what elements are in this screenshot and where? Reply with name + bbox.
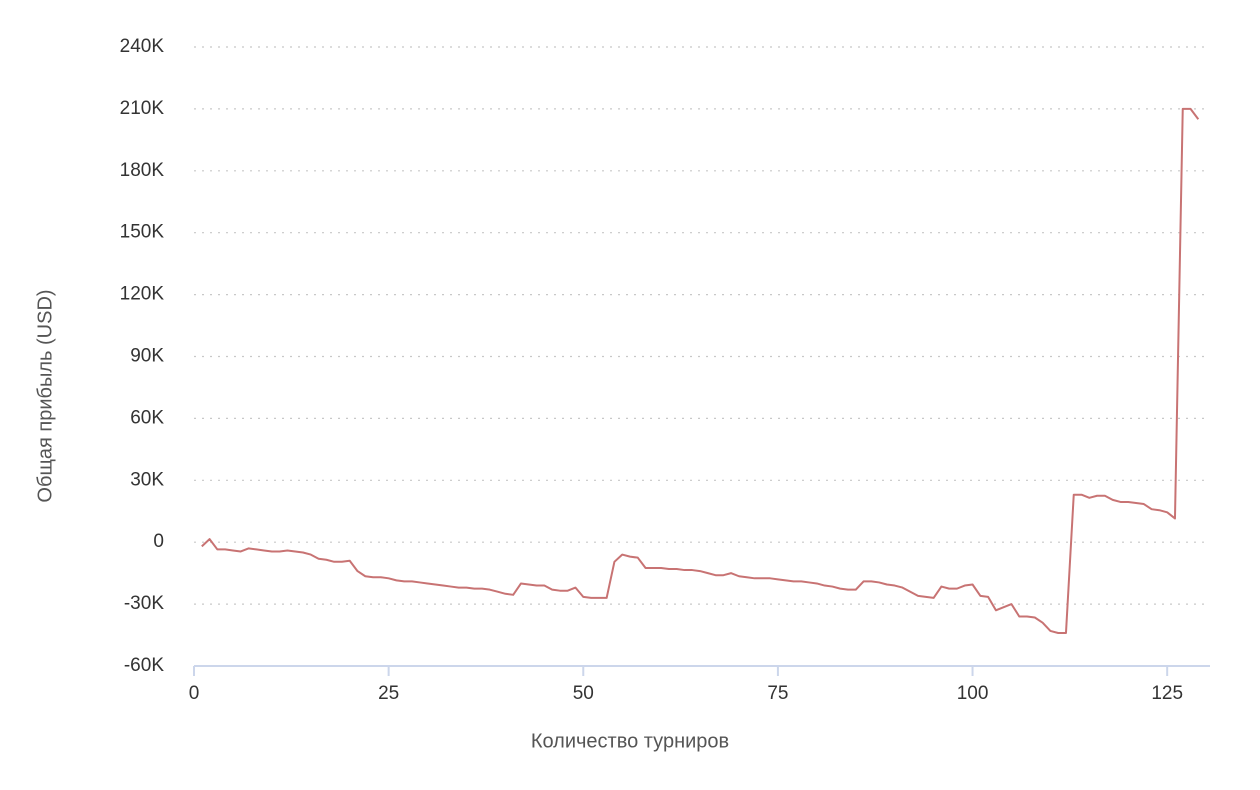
x-tick-label: 125: [1151, 683, 1183, 704]
y-tick-label: 180K: [120, 160, 165, 181]
y-axis-title: Общая прибыль (USD): [34, 289, 56, 502]
y-tick-label: -60K: [124, 655, 164, 676]
x-tick-label: 0: [189, 683, 200, 704]
y-tick-label: 210K: [120, 98, 165, 119]
y-tick-label: 150K: [120, 222, 165, 243]
y-tick-label: 90K: [130, 346, 164, 367]
y-tick-label: 60K: [130, 407, 164, 428]
y-tick-label: 30K: [130, 469, 164, 490]
x-tick-label: 100: [957, 683, 989, 704]
x-axis-title: Количество турниров: [531, 730, 729, 752]
y-tick-label: 0: [153, 531, 164, 552]
y-tick-label: 120K: [120, 284, 165, 305]
data-line: [201, 107, 1200, 634]
y-tick-label: 240K: [120, 36, 165, 57]
x-tick-label: 25: [378, 683, 399, 704]
x-tick-label: 75: [767, 683, 788, 704]
y-tick-label: -30K: [124, 593, 164, 614]
x-tick-label: 50: [573, 683, 594, 704]
